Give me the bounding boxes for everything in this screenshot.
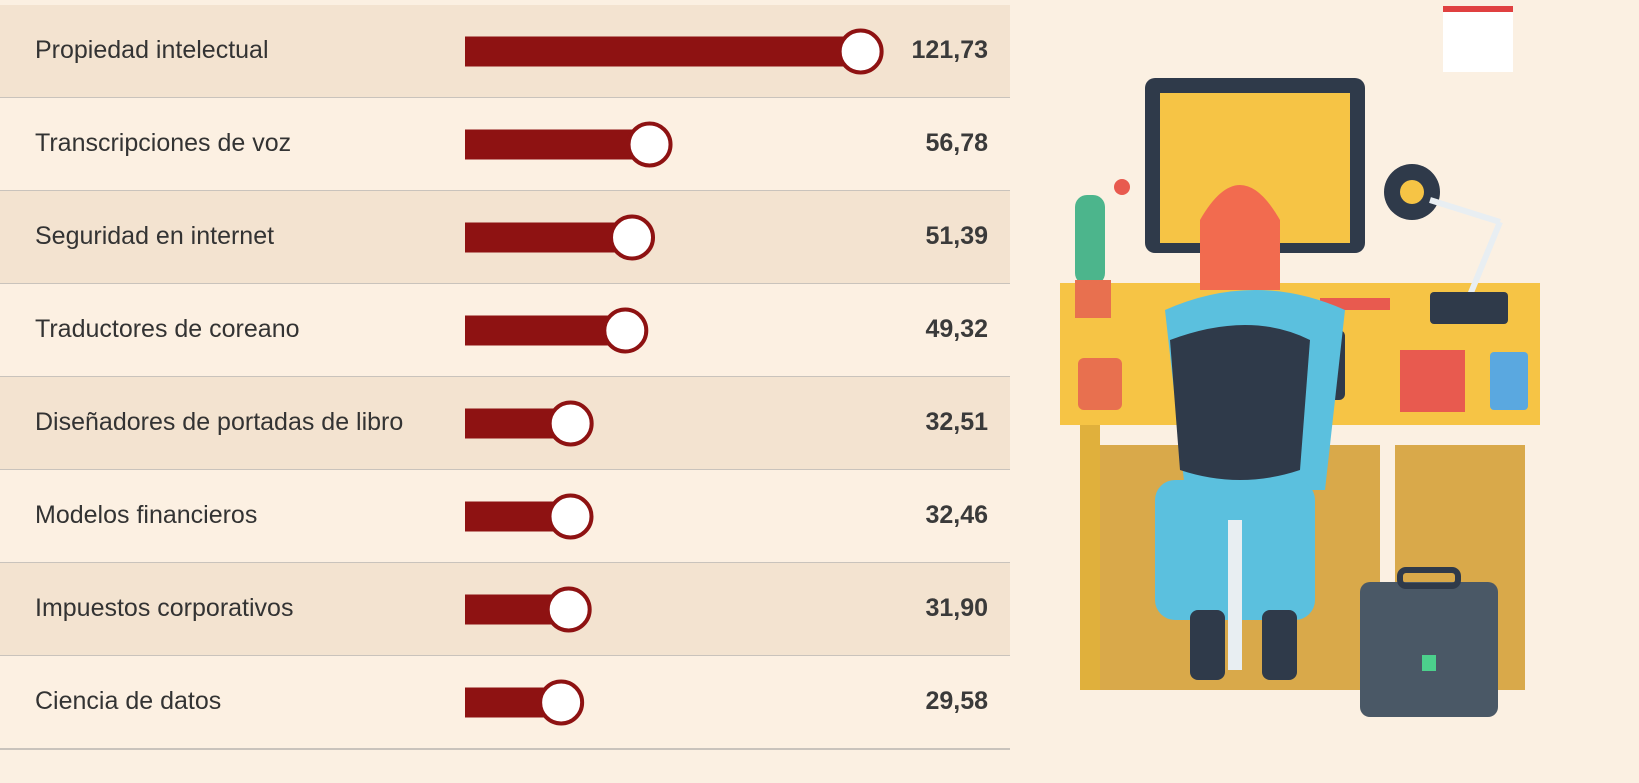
cactus <box>1075 195 1105 285</box>
shoe <box>1262 610 1297 680</box>
value-label: 49,32 <box>925 315 988 343</box>
bar-end <box>550 403 592 445</box>
value-label: 31,90 <box>925 594 988 622</box>
shoe <box>1190 610 1225 680</box>
lollipop <box>465 496 591 538</box>
desk-leg <box>1080 425 1100 690</box>
chair-back <box>1170 325 1310 480</box>
lollipop <box>465 589 590 631</box>
bar-end <box>629 124 671 166</box>
bar <box>465 316 625 346</box>
white-box <box>1443 10 1513 72</box>
value-label: 121,73 <box>912 36 988 64</box>
value-label: 56,78 <box>925 129 988 157</box>
bar-end <box>549 496 591 538</box>
category-label: Diseñadores de portadas de libro <box>35 408 403 436</box>
rows: Propiedad intelectual 121,73 Transcripcion… <box>0 5 1010 749</box>
bar-end <box>611 217 653 259</box>
category-label: Traductores de coreano <box>35 315 300 343</box>
bar-end <box>604 310 646 352</box>
value-label: 32,51 <box>925 408 988 436</box>
lollipop <box>465 403 592 445</box>
category-label: Impuestos corporativos <box>35 594 293 622</box>
chair-post <box>1228 520 1242 670</box>
value-label: 32,46 <box>925 501 988 529</box>
bar <box>465 37 861 67</box>
category-label: Transcripciones de voz <box>35 129 291 157</box>
lollipop <box>465 124 671 166</box>
lollipop <box>465 682 582 724</box>
category-label: Propiedad intelectual <box>35 36 269 64</box>
bar <box>465 223 632 253</box>
calendar <box>1400 350 1465 412</box>
value-label: 29,58 <box>925 687 988 715</box>
lamp-base <box>1430 292 1508 324</box>
bar <box>465 130 650 160</box>
category-label: Seguridad en internet <box>35 222 274 250</box>
lamp-bulb <box>1400 180 1424 204</box>
briefcase <box>1360 582 1498 717</box>
pot <box>1075 280 1111 318</box>
bar-end <box>540 682 582 724</box>
flower <box>1114 179 1130 195</box>
category-label: Ciencia de datos <box>35 687 221 715</box>
briefcase-lock <box>1422 655 1436 671</box>
bar-end <box>548 589 590 631</box>
bar-end <box>840 31 882 73</box>
box-edge <box>1443 6 1513 12</box>
lollipop <box>465 217 653 259</box>
page: Propiedad intelectual 121,73 Transcripcion… <box>0 0 1639 783</box>
lollipop <box>465 310 646 352</box>
value-label: 51,39 <box>925 222 988 250</box>
lollipop <box>465 31 882 73</box>
mug <box>1078 358 1122 410</box>
category-label: Modelos financieros <box>35 501 257 529</box>
calculator <box>1490 352 1528 410</box>
chart: Propiedad intelectual 121,73 Transcripcion… <box>0 0 1639 783</box>
